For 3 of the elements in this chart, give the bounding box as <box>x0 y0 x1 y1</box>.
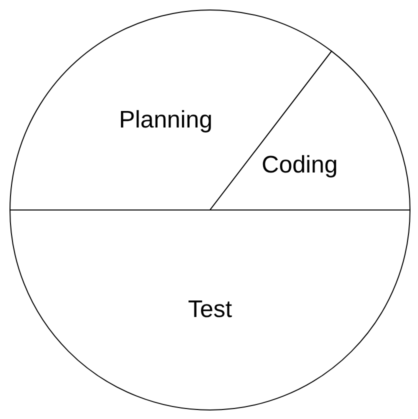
slice-label: Test <box>188 296 232 323</box>
slice-label: Coding <box>262 152 338 179</box>
slice-label: Planning <box>119 106 212 134</box>
